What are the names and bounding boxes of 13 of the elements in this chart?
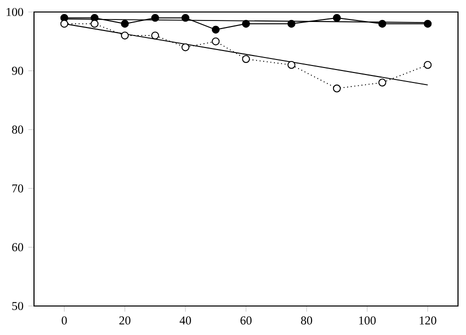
y-tick-label: 50 bbox=[12, 302, 24, 310]
x-tick-label: 40 bbox=[180, 316, 191, 325]
x-tick-label: 0 bbox=[62, 316, 67, 325]
y-tick-label: 60 bbox=[12, 243, 24, 252]
x-tick-label: 120 bbox=[420, 316, 436, 325]
x-tick-label: 20 bbox=[119, 316, 130, 325]
y-tick-label: 100 bbox=[6, 8, 24, 16]
y-tick-label: 70 bbox=[12, 184, 24, 192]
x-tick-label: 80 bbox=[301, 316, 312, 325]
y-tick-label: 90 bbox=[12, 66, 24, 75]
x-tick-label: 60 bbox=[240, 316, 252, 325]
y-tick-label: 80 bbox=[12, 126, 24, 134]
x-tick-label: 100 bbox=[359, 316, 376, 325]
